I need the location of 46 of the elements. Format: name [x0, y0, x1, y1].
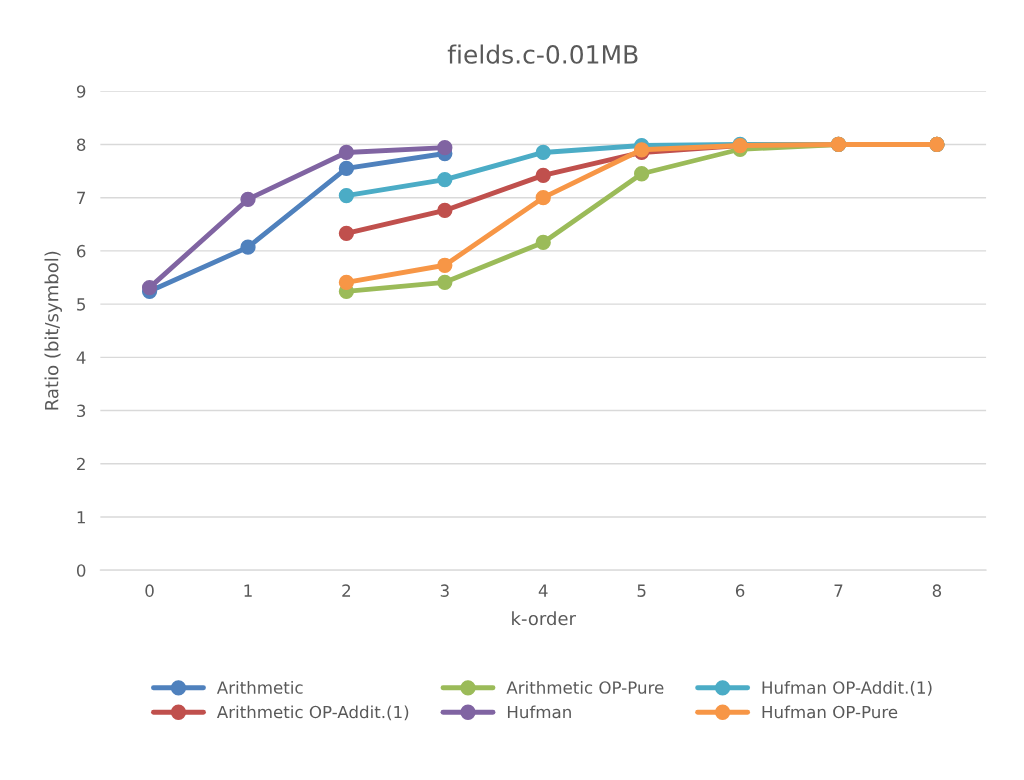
point [437, 140, 453, 156]
y-tick-label: 7 [77, 191, 86, 205]
x-tick-label: 6 [735, 584, 745, 597]
y-tick-label: 1 [77, 511, 85, 524]
x-tick-label: 1 [244, 584, 252, 597]
point [535, 167, 551, 183]
legend-label: Hufman OP-Addit.(1) [762, 680, 932, 696]
point [437, 257, 453, 273]
point [535, 144, 551, 161]
point [437, 202, 453, 219]
point [141, 279, 158, 296]
y-tick-label: 9 [76, 85, 86, 98]
y-tick-label: 2 [77, 457, 85, 471]
legend-label: Arithmetic [216, 680, 303, 694]
x-axis-title: k-order [512, 611, 576, 626]
y-tick-label: 3 [77, 404, 86, 418]
point [437, 171, 453, 188]
x-tick-label: 7 [834, 584, 843, 597]
point [338, 187, 355, 204]
legend-label: Hufman OP-Pure [762, 705, 898, 719]
point [338, 144, 355, 161]
y-axis-title: Ratio (bit/symbol) [44, 251, 62, 410]
chart-title: fields.c-0.01MB [447, 44, 638, 64]
point [338, 274, 355, 290]
point [535, 234, 551, 251]
point [240, 239, 256, 255]
x-tick-label: 4 [538, 584, 548, 597]
x-tick-label: 3 [440, 584, 449, 597]
y-tick-label: 0 [76, 564, 86, 577]
legend-label: Hufman [507, 705, 571, 719]
point [634, 166, 650, 182]
x-tick-label: 5 [637, 584, 646, 597]
x-tick-label: 0 [145, 584, 154, 597]
legend-label: Arithmetic OP-Addit.(1) [216, 705, 409, 721]
y-tick-label: 4 [76, 351, 86, 364]
x-tick-label: 8 [932, 584, 942, 597]
y-tick-label: 6 [77, 244, 86, 258]
legend-label: Arithmetic OP-Pure [506, 680, 664, 694]
x-tick-label: 2 [342, 584, 351, 597]
point [338, 225, 355, 241]
y-tick-label: 8 [76, 138, 86, 152]
point [437, 274, 453, 290]
point [240, 191, 256, 207]
point [338, 160, 355, 177]
point [535, 190, 551, 206]
y-tick-label: 5 [77, 298, 86, 311]
